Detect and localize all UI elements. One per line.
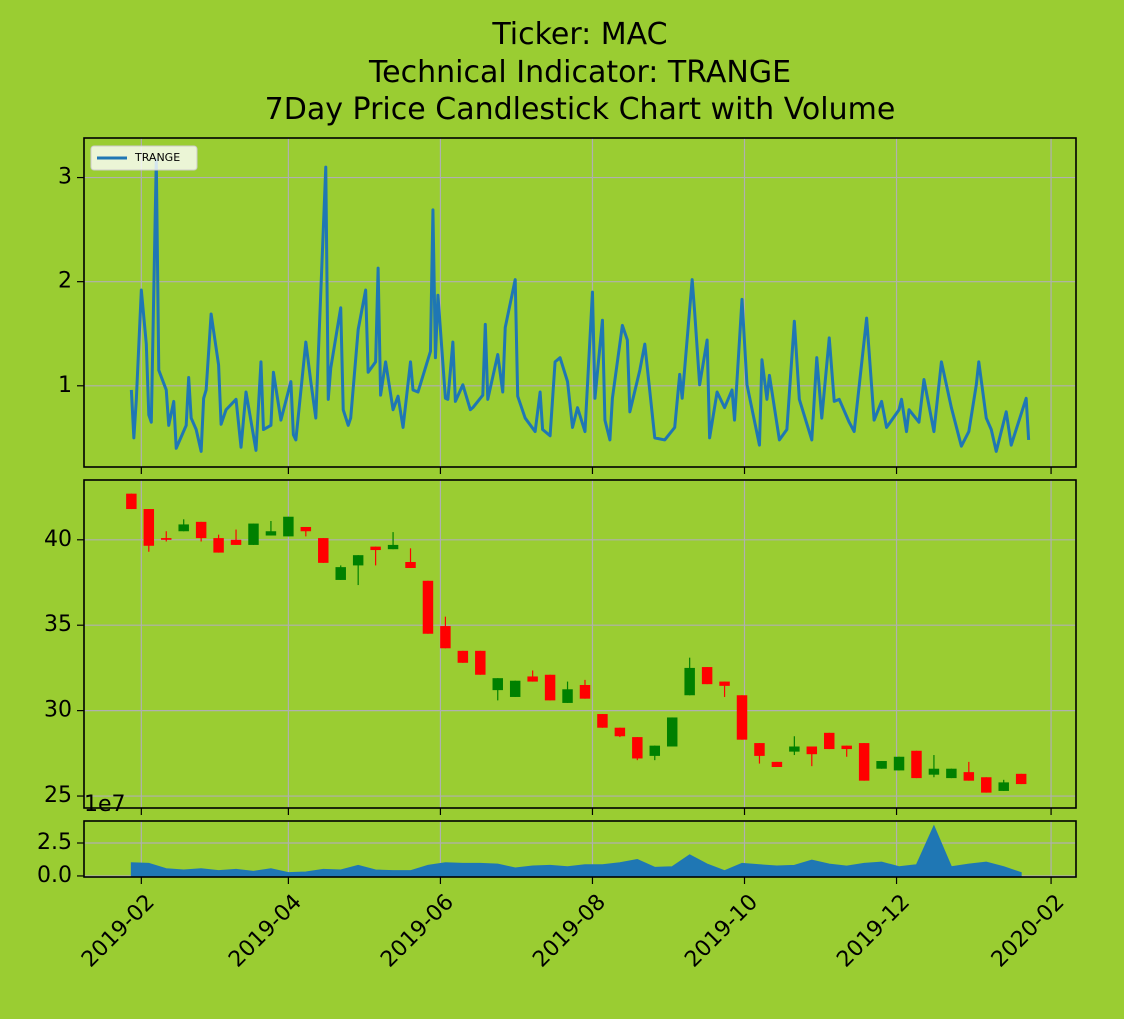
candle-body [824, 732, 835, 750]
candle-body [649, 745, 661, 756]
candle-body [143, 509, 155, 546]
y-tick-label: 0.0 [37, 863, 72, 888]
y-tick-label: 1 [58, 373, 72, 398]
candle-body [352, 555, 364, 566]
axes-frame [83, 820, 1077, 878]
candle-body [248, 523, 259, 545]
candle-body [841, 745, 852, 750]
candle-body [789, 746, 800, 752]
candle-body [946, 768, 957, 779]
candle-body [213, 538, 224, 553]
candle-body [998, 782, 1009, 791]
candle-body [422, 580, 434, 634]
candle-body [963, 772, 975, 781]
y-tick-label: 35 [44, 612, 72, 637]
plot-area [84, 480, 1076, 808]
candle-body [614, 727, 626, 737]
y-tick-label: 25 [44, 783, 72, 808]
candle-body [440, 626, 451, 649]
axes-frame [83, 479, 1077, 809]
candle-body [858, 743, 870, 781]
candle-body [632, 737, 643, 759]
y-tick-label: 30 [44, 698, 72, 723]
candle-body [579, 685, 591, 699]
candle-body [265, 531, 277, 536]
candle-body [126, 493, 137, 510]
offset-text: 1e7 [84, 792, 126, 817]
candle-body [195, 521, 207, 539]
candle-body [300, 526, 312, 532]
area [130, 824, 1022, 877]
candle-body [562, 689, 573, 703]
candle-body [928, 768, 940, 775]
y-tick-label: 2 [58, 269, 72, 294]
candle-body [230, 539, 242, 545]
legend-box [90, 145, 198, 171]
candle-body [405, 562, 416, 568]
candle-body [806, 746, 818, 755]
candle-body [754, 743, 765, 756]
candle-body [893, 756, 905, 771]
candle-body [161, 538, 172, 540]
candle-body [387, 544, 399, 550]
candle-body [1015, 773, 1027, 785]
candle-body [701, 667, 713, 685]
plot-area [84, 821, 1076, 877]
candle-body [719, 681, 730, 686]
y-tick-label: 3 [58, 165, 72, 190]
candle-body [475, 650, 486, 675]
candle-body [370, 546, 381, 551]
y-tick-label: 2.5 [37, 830, 72, 855]
candle-body [736, 695, 748, 740]
plot-area [84, 138, 1076, 467]
title-line: 7Day Price Candlestick Chart with Volume [265, 92, 896, 127]
candle-body [684, 667, 695, 696]
candle-body [509, 680, 521, 697]
line [129, 158, 1031, 453]
candle-body [283, 516, 294, 537]
title-line: Technical Indicator: TRANGE [368, 55, 791, 90]
candle-body [457, 650, 469, 663]
candle-body [981, 777, 992, 793]
candle-body [318, 538, 329, 563]
candle-body [597, 714, 608, 728]
candle-body [666, 717, 678, 747]
candle-body [771, 761, 783, 767]
candle-body [492, 678, 503, 691]
candle-body [178, 524, 189, 532]
y-tick-label: 40 [44, 527, 72, 552]
candle-body [335, 567, 346, 580]
candle-body [876, 761, 887, 769]
candle-body [527, 676, 538, 682]
candle-body [911, 750, 922, 779]
axes-frame [83, 137, 1077, 468]
title-line: Ticker: MAC [491, 17, 667, 52]
candle-body [544, 674, 556, 701]
legend-label: TRANGE [134, 151, 180, 164]
